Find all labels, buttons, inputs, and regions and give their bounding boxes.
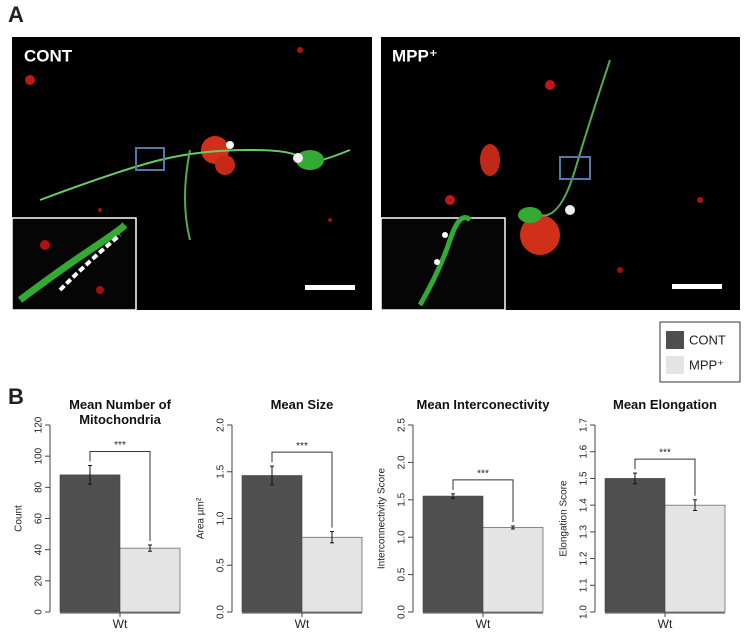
chart-title: Mean Interconectivity	[416, 397, 550, 412]
panel-label: B	[8, 384, 24, 409]
legend: CONT MPP⁺	[659, 321, 741, 383]
y-tick-label: 1.1	[579, 578, 590, 592]
y-tick-label: 2.0	[397, 455, 408, 469]
significance-label: ***	[477, 468, 489, 479]
image-label: CONT	[24, 46, 73, 65]
y-tick-label: 1.2	[579, 551, 590, 565]
significance-bracket	[89, 451, 151, 541]
significance-bracket	[634, 458, 696, 496]
bar	[119, 547, 181, 613]
y-tick-label: 1.6	[579, 444, 590, 458]
y-tick-label: 1.0	[216, 511, 227, 525]
significance-bracket	[452, 479, 514, 522]
y-tick-label: 0	[34, 609, 45, 615]
y-tick-label: 60	[34, 513, 45, 525]
legend-label: MPP⁺	[689, 357, 724, 372]
y-tick-label: 1.4	[579, 498, 590, 512]
y-tick-label: 2.5	[397, 418, 408, 432]
bar	[59, 474, 121, 613]
y-tick-label: 0.0	[397, 605, 408, 619]
bar	[301, 536, 363, 613]
y-tick-label: 120	[34, 416, 45, 433]
y-tick-label: 1.0	[397, 530, 408, 544]
significance-bracket	[271, 451, 333, 528]
y-tick-label: 40	[34, 544, 45, 556]
y-tick-label: 0.5	[216, 558, 227, 572]
y-tick-label: 100	[34, 447, 45, 464]
y-tick-label: 0.5	[397, 567, 408, 581]
y-axis-label: Interconnectivity Score	[377, 467, 388, 569]
y-tick-label: 2.0	[216, 418, 227, 432]
bar	[664, 504, 726, 613]
bar	[422, 495, 484, 613]
legend-label: CONT	[689, 332, 726, 347]
x-tick-label: Wt	[295, 617, 310, 631]
y-tick-label: 1.5	[216, 464, 227, 478]
x-tick-label: Wt	[476, 617, 491, 631]
bar	[604, 478, 666, 613]
y-tick-label: 0.0	[216, 605, 227, 619]
y-tick-label: 1.0	[579, 605, 590, 619]
x-tick-label: Wt	[113, 617, 128, 631]
significance-label: ***	[114, 440, 126, 451]
x-tick-label: Wt	[658, 617, 673, 631]
micrograph: MPP⁺	[380, 37, 740, 311]
y-tick-label: 1.5	[397, 492, 408, 506]
y-tick-label: 1.5	[579, 471, 590, 485]
significance-label: ***	[659, 448, 671, 459]
chart-title: Mean Size	[270, 397, 334, 412]
bar	[241, 475, 303, 613]
legend-swatch	[666, 356, 684, 374]
panel-label: A	[8, 2, 24, 27]
y-tick-label: 1.7	[579, 418, 590, 432]
significance-label: ***	[296, 441, 308, 452]
y-tick-label: 20	[34, 575, 45, 587]
micrograph: CONT	[11, 37, 372, 311]
y-tick-label: 1.3	[579, 524, 590, 538]
chart-title: Mean Number of Mitochondria	[69, 397, 171, 427]
y-axis-label: Area µm²	[196, 497, 207, 539]
y-axis-label: Elongation Score	[559, 480, 570, 557]
chart-title: Mean Elongation	[613, 397, 717, 412]
legend-swatch	[666, 331, 684, 349]
bar	[482, 527, 544, 613]
y-tick-label: 80	[34, 481, 45, 493]
y-axis-label: Count	[14, 505, 25, 532]
image-label: MPP⁺	[392, 46, 438, 65]
